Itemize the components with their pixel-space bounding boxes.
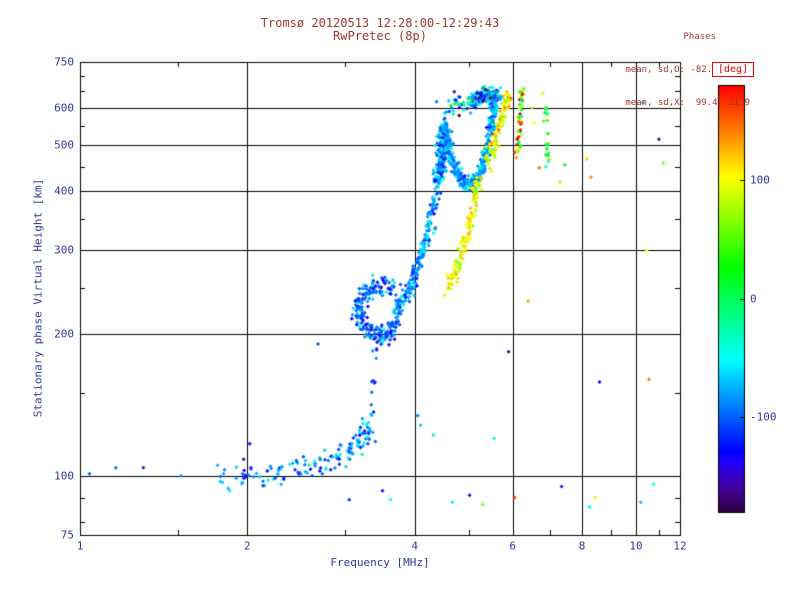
y-tick-label: 600 [54, 101, 74, 115]
x-tick-label: 10 [629, 539, 643, 553]
y-tick-label: 100 [54, 469, 74, 483]
x-tick-label: 1 [76, 539, 84, 553]
y-tick-label: 750 [54, 55, 74, 69]
colorbar-tick-label: -100 [750, 410, 777, 424]
x-tick-label: 4 [411, 539, 419, 553]
x-tick-label: 6 [509, 539, 516, 553]
y-tick-label: 300 [54, 243, 74, 257]
phases-mean-x: mean, sd,X: 99.4, 21.9 [625, 98, 750, 108]
x-tick-label: 2 [244, 539, 251, 553]
y-tick-label: 200 [54, 327, 74, 341]
y-tick-label: 400 [54, 184, 74, 198]
x-tick-label: 12 [673, 539, 687, 553]
y-axis-label: Stationary phase Virtual Height [km] [31, 178, 45, 418]
colorbar-units-label: [deg] [712, 62, 755, 77]
y-tick-label: 500 [54, 138, 74, 152]
x-tick-label: 8 [578, 539, 586, 553]
colorbar-tick-label: 100 [750, 173, 770, 187]
y-tick-label: 75 [60, 528, 74, 542]
x-axis-label: Frequency [MHz] [330, 556, 430, 569]
chart-title: Tromsø 20120513 12:28:00-12:29:43 [260, 16, 500, 30]
phases-heading: Phases [683, 32, 716, 42]
chart-subtitle: RwPretec (8p) [333, 29, 427, 43]
colorbar-tick-label: 0 [750, 292, 757, 305]
